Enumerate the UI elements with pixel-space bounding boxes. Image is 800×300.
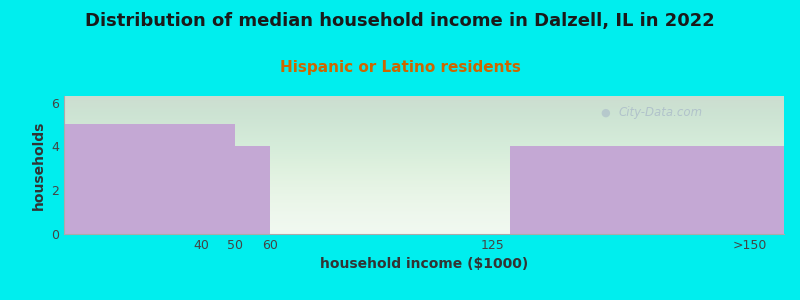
Y-axis label: households: households: [31, 120, 46, 210]
Bar: [235, 146, 270, 234]
Bar: [64, 124, 235, 234]
X-axis label: household income ($1000): household income ($1000): [320, 257, 528, 272]
Bar: [510, 146, 784, 234]
Text: Distribution of median household income in Dalzell, IL in 2022: Distribution of median household income …: [85, 12, 715, 30]
Text: Hispanic or Latino residents: Hispanic or Latino residents: [279, 60, 521, 75]
Text: City-Data.com: City-Data.com: [618, 106, 702, 119]
Text: ●: ●: [600, 108, 610, 118]
